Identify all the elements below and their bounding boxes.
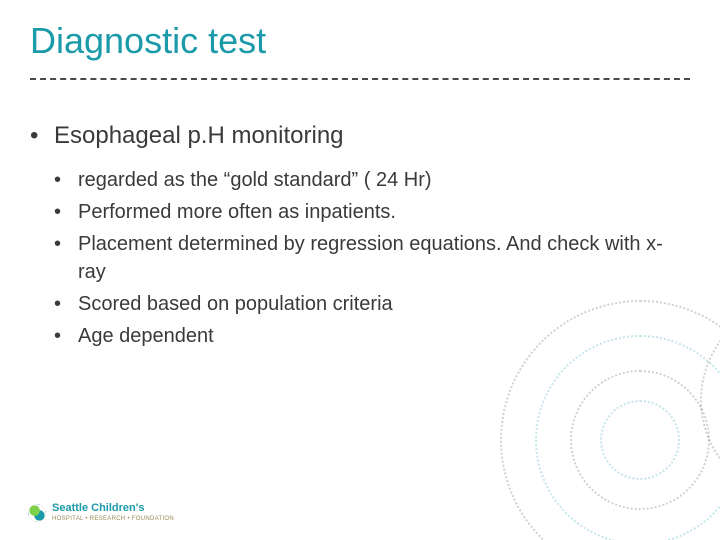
logo-mark-icon bbox=[28, 504, 46, 522]
ring-icon bbox=[570, 370, 710, 510]
content-area: Esophageal p.H monitoring regarded as th… bbox=[30, 120, 670, 362]
l2-item: Placement determined by regression equat… bbox=[54, 230, 670, 286]
l2-item: Age dependent bbox=[54, 322, 670, 350]
slide-title: Diagnostic test bbox=[30, 20, 266, 62]
logo-sub-text: HOSPITAL • RESEARCH • FOUNDATION bbox=[52, 516, 174, 522]
ring-icon bbox=[535, 335, 720, 540]
bullet-list-l1: Esophageal p.H monitoring regarded as th… bbox=[30, 120, 670, 350]
l2-item: regarded as the “gold standard” ( 24 Hr) bbox=[54, 166, 670, 194]
logo-main-text: Seattle Children's bbox=[52, 503, 174, 514]
slide: Diagnostic test Esophageal p.H monitorin… bbox=[0, 0, 720, 540]
footer-logo: Seattle Children's HOSPITAL • RESEARCH •… bbox=[28, 503, 174, 522]
l2-item: Performed more often as inpatients. bbox=[54, 198, 670, 226]
l1-item: Esophageal p.H monitoring regarded as th… bbox=[30, 120, 670, 350]
ring-icon bbox=[700, 300, 720, 500]
logo-text: Seattle Children's HOSPITAL • RESEARCH •… bbox=[52, 503, 174, 522]
ring-icon bbox=[600, 400, 680, 480]
title-divider bbox=[30, 78, 690, 80]
l2-item: Scored based on population criteria bbox=[54, 290, 670, 318]
bullet-list-l2: regarded as the “gold standard” ( 24 Hr)… bbox=[54, 166, 670, 350]
l1-text: Esophageal p.H monitoring bbox=[54, 122, 344, 149]
